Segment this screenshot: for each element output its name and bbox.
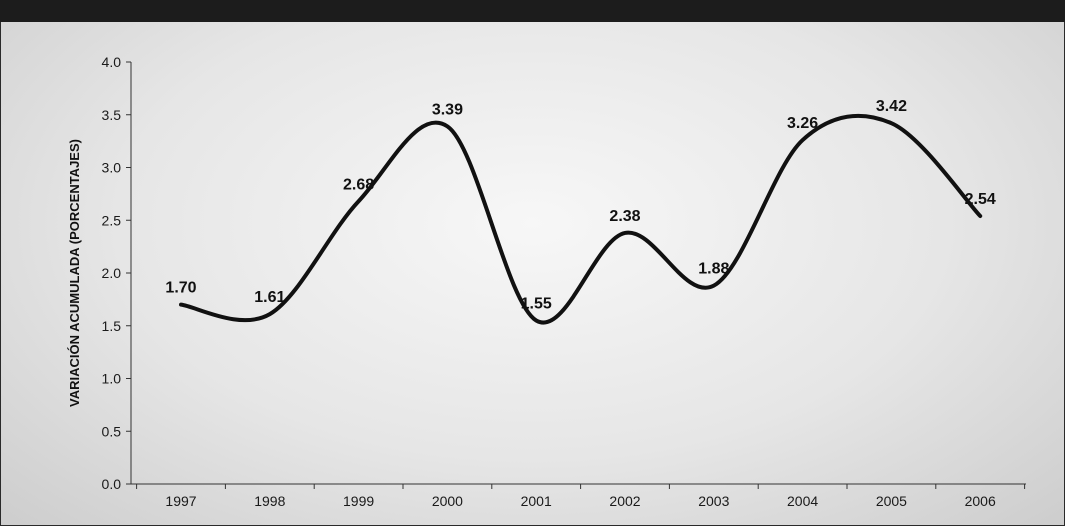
data-label: 1.61 [254, 289, 285, 306]
data-label: 1.55 [521, 295, 552, 312]
data-label: 2.54 [965, 191, 996, 208]
y-tick-label: 3.0 [102, 160, 122, 176]
y-axis-title: VARIACIÓN ACUMULADA (PORCENTAJES) [67, 139, 82, 407]
x-tick-label: 2002 [609, 493, 640, 509]
y-tick-label: 0.0 [102, 476, 122, 492]
x-tick-label: 1998 [254, 493, 285, 509]
y-tick-label: 2.5 [102, 212, 122, 228]
data-label: 3.26 [787, 115, 818, 132]
chart-panel: 0.0 0.5 1.0 1.5 2.0 2.5 3.0 3.5 4.0 1997 1998 1999… [0, 22, 1065, 526]
top-bar [0, 0, 1065, 22]
line-chart: 0.0 0.5 1.0 1.5 2.0 2.5 3.0 3.5 4.0 1997 1998 1999… [67, 54, 1026, 509]
x-tick-label: 2006 [965, 493, 996, 509]
y-tick-label: 2.0 [102, 265, 122, 281]
data-label: 3.42 [876, 98, 907, 115]
series-line [179, 113, 983, 325]
data-label: 1.70 [165, 280, 196, 297]
y-tick-label: 1.0 [102, 371, 122, 387]
x-tick-label: 1997 [165, 493, 196, 509]
data-labels: 1.70 1.61 2.68 3.39 1.55 2.38 1.88 3.26 3.42 2.54 [165, 98, 995, 312]
data-label: 2.68 [343, 176, 374, 193]
data-label: 1.88 [698, 261, 729, 278]
data-label: 3.39 [432, 101, 463, 118]
x-tick-label: 2004 [787, 493, 818, 509]
y-tick-label: 3.5 [102, 107, 122, 123]
x-tick-label: 1999 [343, 493, 374, 509]
y-ticks: 0.0 0.5 1.0 1.5 2.0 2.5 3.0 3.5 4.0 [102, 54, 131, 492]
x-tick-label: 2001 [521, 493, 552, 509]
y-tick-label: 0.5 [102, 423, 122, 439]
x-ticks: 1997 1998 1999 2000 2001 2002 2003 2004 2005 2006 [136, 484, 1026, 509]
x-tick-label: 2005 [876, 493, 907, 509]
data-label: 2.38 [609, 208, 640, 225]
x-tick-label: 2000 [432, 493, 463, 509]
x-tick-label: 2003 [698, 493, 729, 509]
y-tick-label: 4.0 [102, 54, 122, 70]
y-tick-label: 1.5 [102, 318, 122, 334]
